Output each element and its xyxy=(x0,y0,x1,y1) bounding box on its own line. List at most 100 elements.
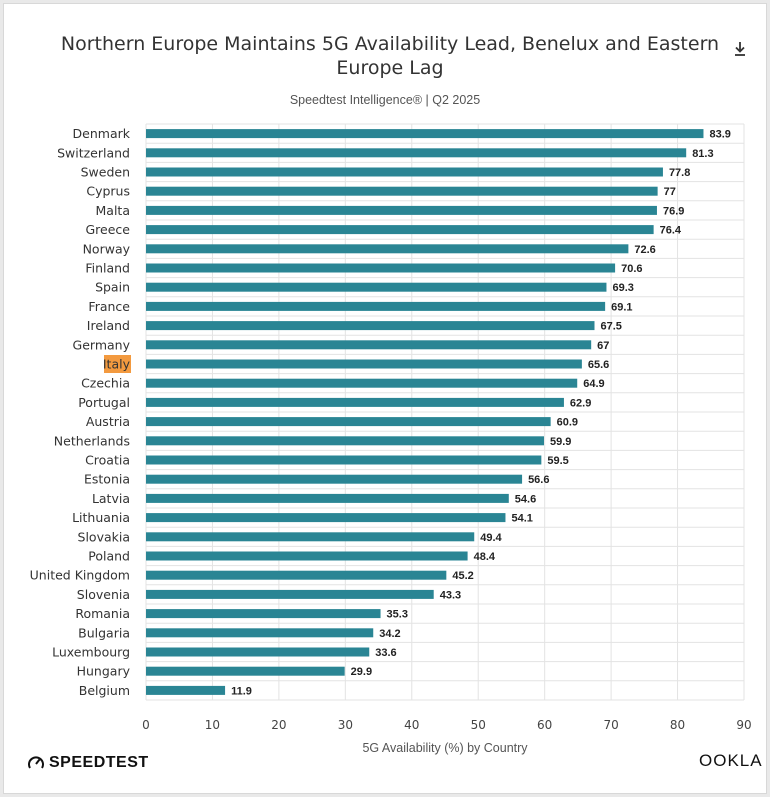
value-label: 56.6 xyxy=(528,474,549,486)
bar-united-kingdom xyxy=(146,570,447,580)
category-label: Luxembourg xyxy=(52,645,130,660)
value-label: 81.3 xyxy=(692,148,713,160)
category-label: Finland xyxy=(85,261,130,276)
value-label: 77.8 xyxy=(669,167,690,179)
bar-germany xyxy=(146,340,592,350)
category-label: Spain xyxy=(95,280,130,295)
category-label: Poland xyxy=(88,549,130,564)
value-label: 67 xyxy=(597,340,609,352)
category-label: France xyxy=(88,299,130,314)
x-tick-label: 40 xyxy=(404,718,419,732)
speedtest-logo: SPEEDTEST xyxy=(27,752,149,774)
bar-bulgaria xyxy=(146,628,374,638)
value-label: 65.6 xyxy=(588,359,609,371)
bar-switzerland xyxy=(146,148,687,158)
download-icon xyxy=(735,42,745,56)
category-label: Malta xyxy=(96,203,130,218)
bar-denmark xyxy=(146,129,704,139)
value-label: 60.9 xyxy=(557,417,578,429)
bar-austria xyxy=(146,417,551,427)
category-label: Germany xyxy=(73,337,131,352)
value-label: 59.9 xyxy=(550,436,571,448)
bar-finland xyxy=(146,263,616,273)
value-label: 69.3 xyxy=(612,282,633,294)
category-label: Lithuania xyxy=(72,510,130,525)
category-label: Belgium xyxy=(79,683,130,698)
bar-slovakia xyxy=(146,532,475,542)
value-label: 83.9 xyxy=(709,129,730,141)
value-label: 76.9 xyxy=(663,205,684,217)
bar-czechia xyxy=(146,378,578,388)
value-label: 11.9 xyxy=(231,685,252,697)
bar-croatia xyxy=(146,455,542,465)
value-label: 49.4 xyxy=(480,532,502,544)
bar-portugal xyxy=(146,397,564,407)
category-label: Slovakia xyxy=(78,529,130,544)
bar-chart: Denmark 83.9 Switzerland 81.3 Sweden 77.8 Cypr… xyxy=(30,123,752,732)
x-tick-label: 60 xyxy=(537,718,552,732)
x-tick-label: 70 xyxy=(603,718,618,732)
category-label: Croatia xyxy=(85,453,130,468)
value-label: 35.3 xyxy=(387,609,408,621)
chart-title: Northern Europe Maintains 5G Availabilit… xyxy=(60,33,720,79)
bar-belgium xyxy=(146,685,226,695)
category-label: Switzerland xyxy=(57,145,130,160)
category-label: Slovenia xyxy=(77,587,130,602)
x-tick-label: 10 xyxy=(205,718,220,732)
value-label: 59.5 xyxy=(547,455,568,467)
category-label: Latvia xyxy=(92,491,130,506)
x-axis-label: 5G Availability (%) by Country xyxy=(362,741,528,755)
value-label: 70.6 xyxy=(621,263,642,275)
bar-sweden xyxy=(146,167,663,177)
bar-romania xyxy=(146,609,381,619)
category-label: Austria xyxy=(86,414,130,429)
chart-subtitle: Speedtest Intelligence® | Q2 2025 xyxy=(289,93,481,107)
x-tick-label: 90 xyxy=(736,718,751,732)
category-label: Bulgaria xyxy=(78,625,130,640)
x-tick-label: 30 xyxy=(338,718,353,732)
bar-hungary xyxy=(146,666,345,676)
bar-norway xyxy=(146,244,629,254)
value-label: 48.4 xyxy=(474,551,496,563)
ookla-logo: OOKLA xyxy=(699,751,763,770)
value-label: 34.2 xyxy=(379,628,400,640)
bar-netherlands xyxy=(146,436,545,446)
category-label: Hungary xyxy=(77,664,131,679)
value-label: 72.6 xyxy=(634,244,655,256)
category-label: Portugal xyxy=(78,395,130,410)
value-label: 33.6 xyxy=(375,647,396,659)
value-label: 67.5 xyxy=(601,321,622,333)
x-tick-label: 50 xyxy=(471,718,486,732)
category-label: Cyprus xyxy=(86,184,130,199)
bar-estonia xyxy=(146,474,523,484)
category-label: Denmark xyxy=(73,126,131,141)
bar-latvia xyxy=(146,493,509,503)
value-label: 54.1 xyxy=(511,513,532,525)
value-label: 62.9 xyxy=(570,397,591,409)
bar-france xyxy=(146,301,606,311)
value-label: 43.3 xyxy=(440,589,461,601)
download-button[interactable] xyxy=(732,40,748,58)
bar-malta xyxy=(146,205,657,215)
category-label: Romania xyxy=(75,606,130,621)
category-label: Estonia xyxy=(84,472,130,487)
value-label: 77 xyxy=(664,186,676,198)
bar-cyprus xyxy=(146,186,658,196)
value-label: 29.9 xyxy=(351,666,372,678)
category-label: Norway xyxy=(83,241,131,256)
bar-lithuania xyxy=(146,513,506,523)
bar-greece xyxy=(146,225,654,235)
bar-ireland xyxy=(146,321,595,331)
category-label: Ireland xyxy=(87,318,130,333)
bar-italy xyxy=(146,359,582,369)
gauge-icon xyxy=(28,756,44,769)
x-tick-label: 0 xyxy=(142,718,150,732)
x-tick-label: 80 xyxy=(670,718,685,732)
bar-spain xyxy=(146,282,607,292)
bar-slovenia xyxy=(146,589,434,599)
x-tick-label: 20 xyxy=(271,718,286,732)
bar-poland xyxy=(146,551,468,561)
category-label: Sweden xyxy=(81,165,130,180)
category-label: Netherlands xyxy=(54,433,130,448)
category-label: United Kingdom xyxy=(30,568,130,583)
